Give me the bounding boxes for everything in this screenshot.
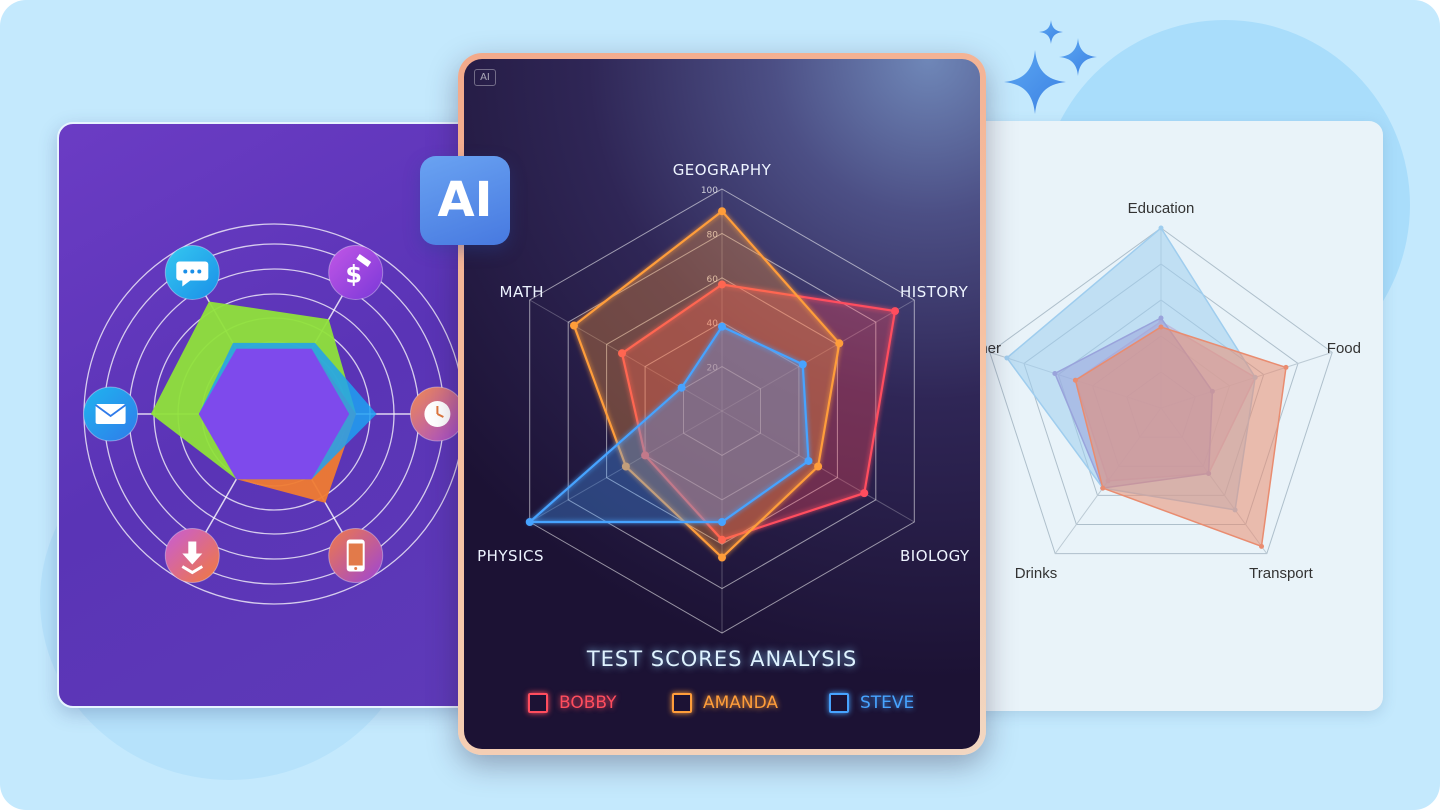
- data-point: [1259, 543, 1265, 549]
- legend-item-amanda: AMANDA: [672, 691, 778, 715]
- axis-label-drinks: Drinks: [1015, 565, 1058, 582]
- icon-circle: [328, 244, 384, 300]
- clock-hand: [436, 413, 444, 418]
- chat-dot: [197, 269, 202, 274]
- right-radar-card: EducationFoodTransportDrinksOther 2013 2…: [965, 121, 1383, 711]
- data-point: [718, 322, 726, 331]
- download-tray: [181, 565, 204, 575]
- mail-icon: [83, 386, 139, 442]
- test-scores-panel: AI 20406080100GEOGRAPHYHISTORYBIOLOGYCHE…: [464, 59, 980, 749]
- clock-icon: [409, 386, 465, 442]
- smartphone-icon: [328, 528, 384, 584]
- legend-swatch: [829, 693, 849, 713]
- dollar-hammer-icon: $: [328, 244, 384, 300]
- hammer-glyph: [356, 254, 372, 267]
- chat-dot: [190, 269, 195, 274]
- data-point: [804, 456, 813, 465]
- sparkle-icon: [1004, 20, 1097, 114]
- data-point: [1158, 225, 1164, 231]
- data-point: [1283, 364, 1289, 370]
- chart-title: TEST SCORES ANALYSIS: [586, 647, 858, 671]
- data-point: [525, 518, 534, 526]
- phone-screen: [348, 543, 363, 566]
- chat-bubble-icon: [164, 244, 220, 300]
- axis-label-food: Food: [1327, 340, 1361, 357]
- series-purple: [198, 348, 350, 480]
- data-point: [1100, 485, 1106, 491]
- legend-swatch: [672, 693, 692, 713]
- download-icon: [164, 528, 220, 584]
- axis-label-biology: BIOLOGY: [900, 547, 970, 565]
- data-point: [718, 553, 726, 562]
- mail-body: [95, 404, 126, 424]
- chat-dot: [183, 269, 188, 274]
- series-2016: [1074, 326, 1287, 548]
- test-scores-radar-chart: 20406080100GEOGRAPHYHISTORYBIOLOGYCHEMIS…: [477, 161, 970, 677]
- data-point: [718, 207, 726, 216]
- legend-item-bobby: BOBBY: [528, 691, 617, 715]
- download-arrow: [182, 541, 203, 565]
- grid-ring: [989, 227, 1333, 555]
- data-point: [1004, 355, 1010, 361]
- data-point: [891, 307, 900, 316]
- legend-item-steve: STEVE: [829, 691, 914, 715]
- data-point: [860, 489, 869, 498]
- legend-label: STEVE: [860, 693, 915, 713]
- dollar-glyph: $: [345, 260, 362, 288]
- left-radar-card: $: [57, 122, 477, 708]
- ai-badge: AI: [420, 156, 510, 245]
- test-scores-card: AI 20406080100GEOGRAPHYHISTORYBIOLOGYCHE…: [458, 53, 986, 755]
- data-point: [569, 321, 578, 330]
- legend-label: AMANDA: [703, 693, 779, 713]
- data-point: [835, 339, 844, 348]
- axis-label-history: HISTORY: [900, 283, 969, 301]
- legend-label: BOBBY: [559, 693, 617, 713]
- axis-label-math: MATH: [500, 283, 544, 301]
- data-point: [1158, 324, 1164, 330]
- ai-mini-badge: AI: [474, 69, 496, 86]
- axis-label-education: Education: [1128, 200, 1195, 217]
- chat-glyph: [176, 261, 209, 287]
- data-point: [1072, 377, 1078, 383]
- left-radar-chart: $: [83, 223, 465, 605]
- data-point: [798, 360, 807, 369]
- axis-label-geography: GEOGRAPHY: [673, 161, 772, 179]
- data-point: [718, 518, 726, 526]
- data-point: [677, 383, 686, 392]
- legend-swatch: [528, 693, 548, 713]
- data-point: [814, 462, 823, 471]
- phone-button: [354, 567, 358, 571]
- tick-label: 100: [701, 186, 718, 196]
- axis-label-transport: Transport: [1249, 565, 1313, 582]
- grid-ring: [529, 188, 915, 634]
- axis-label-physics: PHYSICS: [477, 547, 544, 565]
- mail-flap: [95, 404, 127, 418]
- expense-radar-chart: EducationFoodTransportDrinksOther: [965, 200, 1361, 582]
